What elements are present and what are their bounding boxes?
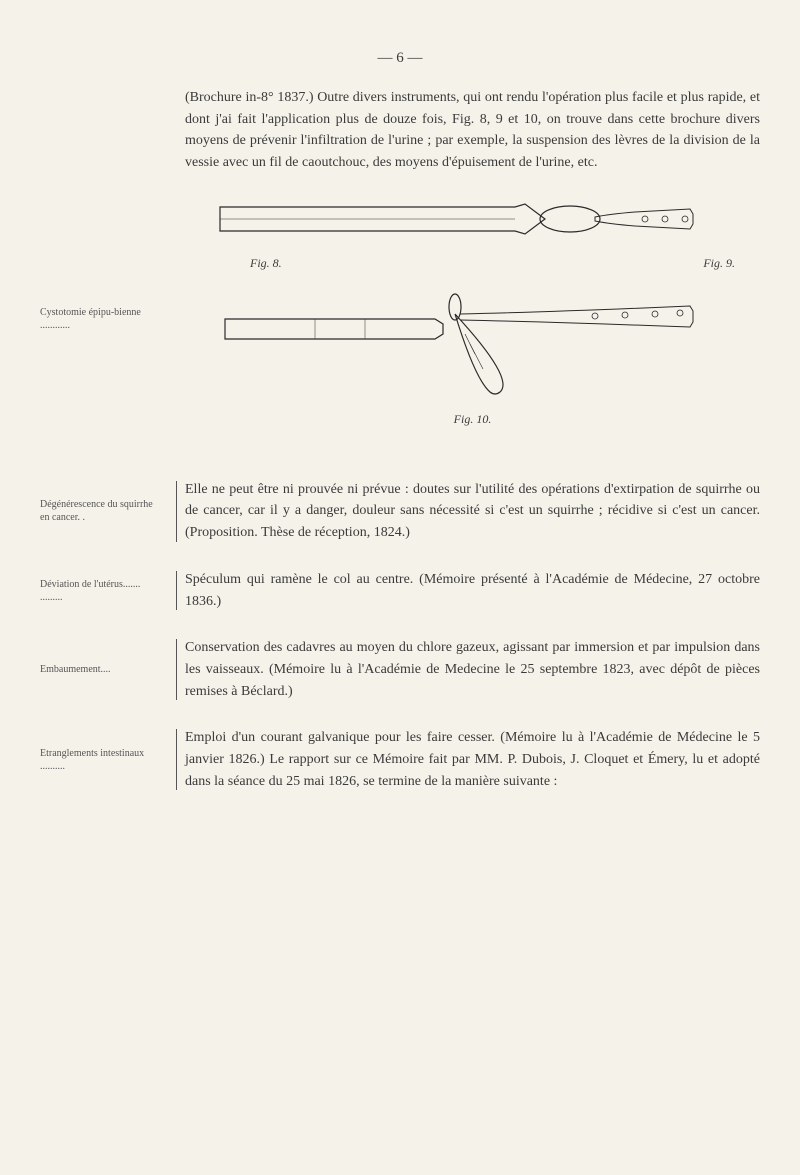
brace-icon (173, 569, 181, 612)
figures-area: Fig. 8. Fig. 9. F (185, 199, 760, 429)
instrument-fig10 (215, 284, 695, 384)
entry-deviation: Déviation de l'utérus....... ......... S… (40, 569, 760, 612)
intro-text: (Brochure in-8° 1837.) Outre divers inst… (185, 90, 760, 170)
margin-label-embaumement: Embaumement.... (40, 637, 175, 702)
entry-degenerescence: Dégénérescence du squirrhe en cancer. . … (40, 479, 760, 544)
text-degenerescence: Elle ne peut être ni prouvée ni prévue :… (185, 482, 760, 540)
brace-icon (173, 479, 181, 544)
body-degenerescence: Elle ne peut être ni prouvée ni prévue :… (175, 479, 760, 544)
page-number: — 6 — (40, 50, 760, 67)
text-etranglements: Emploi d'un courant galvanique pour les … (185, 730, 760, 788)
entry-cystotomie: Cystotomie épipu-bienne ............ Fig… (40, 184, 760, 454)
fig10-label: Fig. 10. (454, 410, 492, 429)
body-embaumement: Conservation des cadavres au moyen du ch… (175, 637, 760, 702)
brace-icon (173, 727, 181, 792)
instrument-fig8-fig9 (215, 199, 695, 244)
figure-container: Fig. 8. Fig. 9. F (175, 184, 760, 454)
brace-icon (173, 637, 181, 702)
margin-label-etranglements: Etranglements intestinaux .......... (40, 727, 175, 792)
text-deviation: Spéculum qui ramène le col au centre. (M… (185, 572, 760, 609)
intro-paragraph: (Brochure in-8° 1837.) Outre divers inst… (185, 87, 760, 174)
margin-label-degenerescence: Dégénérescence du squirrhe en cancer. . (40, 479, 175, 544)
text-embaumement: Conservation des cadavres au moyen du ch… (185, 640, 760, 698)
entry-embaumement: Embaumement.... Conservation des cadavre… (40, 637, 760, 702)
margin-label-cystotomie: Cystotomie épipu-bienne ............ (40, 184, 175, 454)
fig9-label: Fig. 9. (703, 254, 735, 273)
margin-label-deviation: Déviation de l'utérus....... ......... (40, 569, 175, 612)
body-etranglements: Emploi d'un courant galvanique pour les … (175, 727, 760, 792)
body-deviation: Spéculum qui ramène le col au centre. (M… (175, 569, 760, 612)
entry-etranglements: Etranglements intestinaux .......... Emp… (40, 727, 760, 792)
fig8-label: Fig. 8. (250, 254, 282, 273)
